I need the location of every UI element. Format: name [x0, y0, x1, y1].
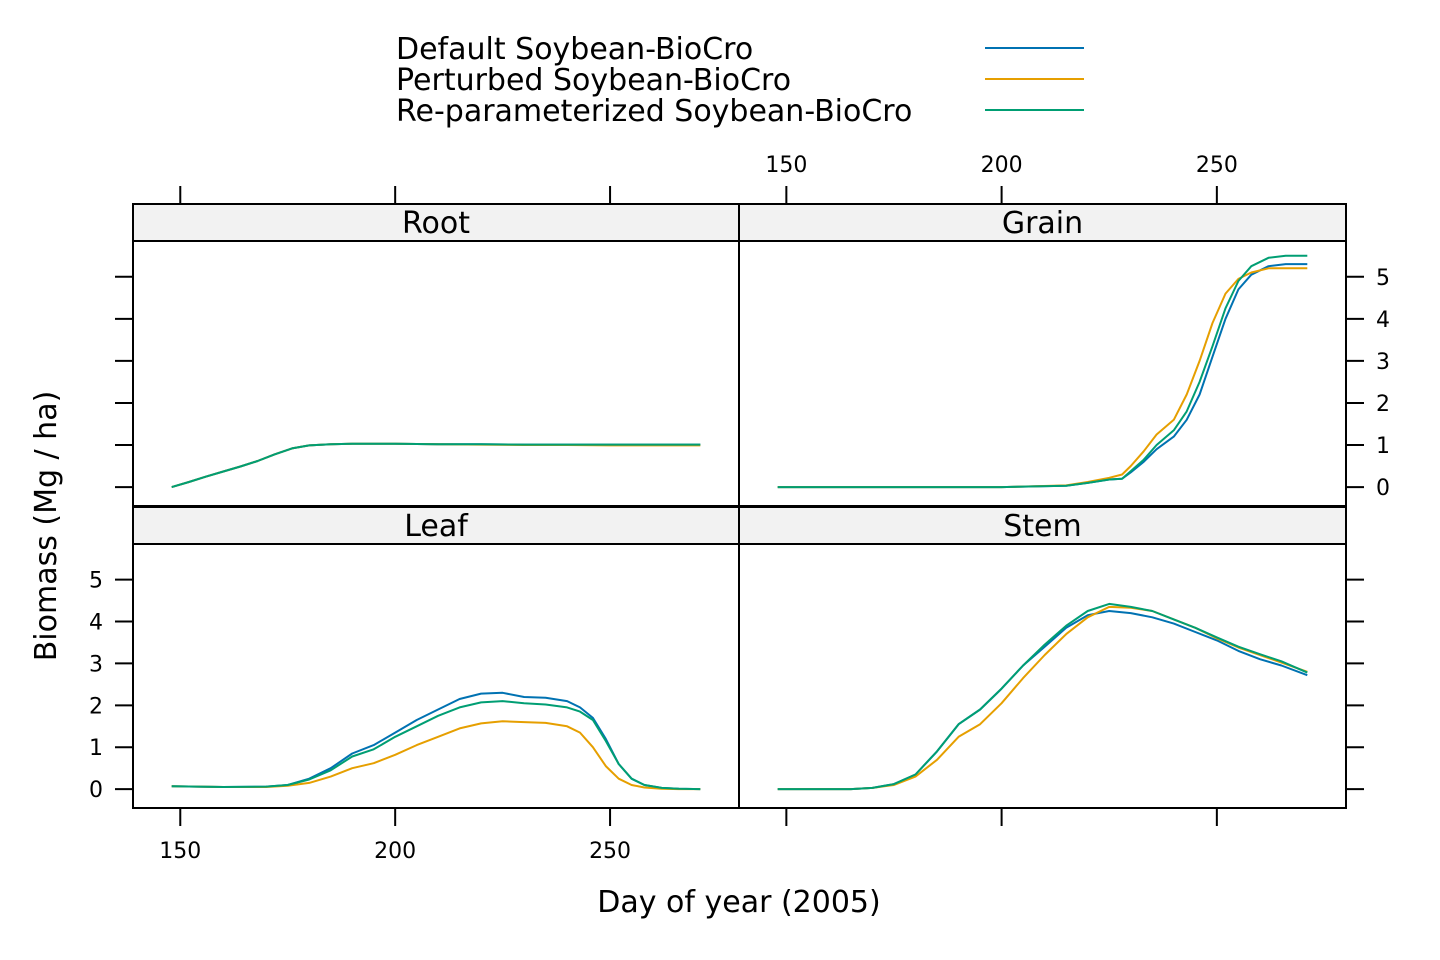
- x-tick-label-bottom: 150: [159, 839, 201, 864]
- strip-label-leaf: Leaf: [404, 509, 469, 544]
- x-tick-label-bottom: 200: [374, 839, 416, 864]
- strip-leaf: [132, 506, 740, 545]
- y-tick-label-right: 5: [1376, 266, 1390, 291]
- series-leaf-perturbed-soybean-biocro: [171, 720, 701, 791]
- x-tick-label-top: 250: [1196, 153, 1238, 178]
- strip-root: [132, 203, 740, 242]
- y-tick-label-left: 5: [89, 569, 103, 594]
- strip-label-root: Root: [402, 206, 470, 241]
- series-stem-default-soybean-biocro: [777, 610, 1308, 791]
- legend-label-perturbed-soybean-biocro: Perturbed Soybean-BioCro: [396, 63, 791, 98]
- panel-grain: Grain: [738, 203, 1347, 507]
- strip-stem: [738, 506, 1347, 545]
- y-tick-label-right: 1: [1376, 434, 1390, 459]
- y-axis-title: Biomass (Mg / ha): [29, 391, 64, 662]
- panel-frame-grain: [738, 240, 1347, 507]
- series-root-re-parameterized-soybean-biocro: [171, 442, 701, 489]
- panel-frame-leaf: [132, 543, 740, 809]
- series-grain-default-soybean-biocro: [777, 263, 1308, 489]
- panel-stem: Stem: [738, 506, 1347, 809]
- x-tick-label-bottom: 250: [589, 839, 631, 864]
- series-grain-re-parameterized-soybean-biocro: [777, 254, 1308, 489]
- panels: Root Grain Leaf Stem: [132, 203, 1347, 809]
- strip-grain: [738, 203, 1347, 242]
- strip-label-grain: Grain: [1002, 206, 1083, 241]
- y-tick-label-left: 2: [89, 694, 103, 719]
- series-stem-perturbed-soybean-biocro: [777, 605, 1308, 791]
- strip-label-stem: Stem: [1003, 509, 1082, 544]
- x-tick-label-top: 150: [765, 153, 807, 178]
- y-tick-label-left: 4: [89, 611, 103, 636]
- panel-frame-stem: [738, 543, 1347, 809]
- series-stem-re-parameterized-soybean-biocro: [777, 602, 1308, 791]
- series-leaf-re-parameterized-soybean-biocro: [171, 700, 701, 791]
- y-tick-label-left: 3: [89, 652, 103, 677]
- series-root-perturbed-soybean-biocro: [171, 442, 701, 489]
- x-axis-title: Day of year (2005): [597, 885, 880, 920]
- panel-leaf: Leaf: [132, 506, 740, 809]
- y-tick-label-right: 2: [1376, 392, 1390, 417]
- legend-label-re-parameterized-soybean-biocro: Re-parameterized Soybean-BioCro: [396, 94, 912, 129]
- y-tick-label-left: 0: [89, 778, 103, 803]
- panel-root: Root: [132, 203, 740, 507]
- series-root-default-soybean-biocro: [171, 442, 701, 489]
- y-tick-label-right: 0: [1376, 476, 1390, 501]
- axes: 150 200 250 150 200 250 0 1 2 3 4 5 0 1 2 3 4 5: [89, 153, 1390, 864]
- y-tick-label-right: 4: [1376, 308, 1390, 333]
- y-tick-label-left: 1: [89, 736, 103, 761]
- panel-frame-root: [132, 240, 740, 507]
- series-leaf-default-soybean-biocro: [171, 691, 701, 791]
- x-tick-label-top: 200: [981, 153, 1023, 178]
- legend-label-default-soybean-biocro: Default Soybean-BioCro: [396, 32, 753, 67]
- y-tick-label-right: 3: [1376, 350, 1390, 375]
